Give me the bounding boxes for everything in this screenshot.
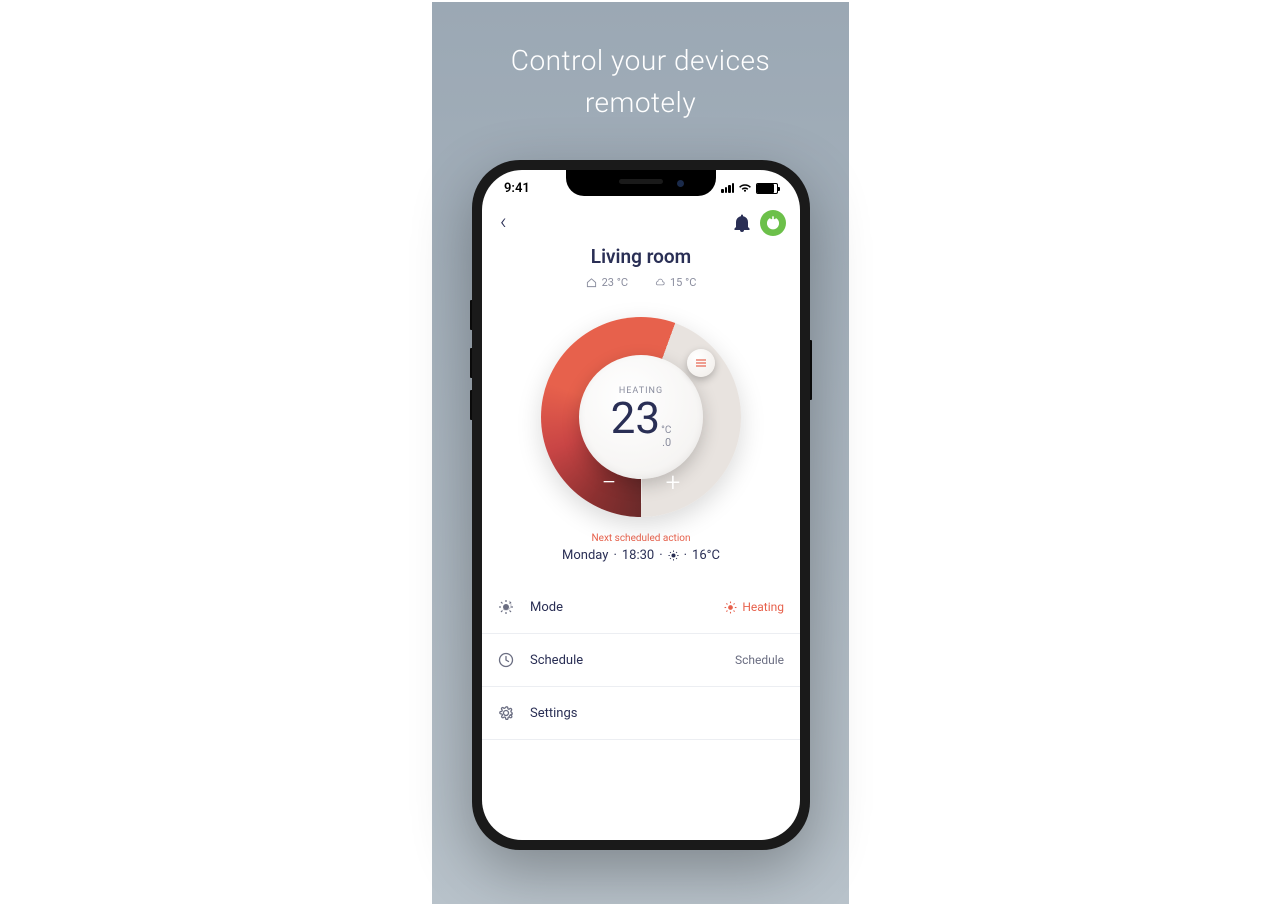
promo-title: Control your devices remotely: [432, 40, 849, 124]
dial-divider: [641, 477, 642, 503]
menu-mode-value-text: Heating: [742, 600, 784, 614]
thermostat-dial[interactable]: HEATING 23 °C .0 − +: [541, 317, 741, 517]
dial-temp-unit: °C: [661, 425, 671, 436]
app-screen: 9:41 ‹: [482, 170, 800, 840]
temp-increase-button[interactable]: +: [657, 467, 689, 499]
promo-title-line1: Control your devices: [511, 44, 770, 77]
menu-mode-value: Heating: [724, 600, 784, 614]
outdoor-temp: 15 °C: [654, 276, 696, 289]
signal-icon: [721, 183, 734, 193]
menu-schedule-label: Schedule: [530, 653, 735, 668]
header-actions: [734, 210, 786, 236]
sep: ·: [613, 548, 616, 563]
cloud-icon: [654, 277, 665, 288]
notifications-icon[interactable]: [734, 214, 750, 232]
menu-item-mode[interactable]: Mode Heating: [482, 581, 800, 634]
sep: ·: [659, 548, 662, 563]
heating-icon: [724, 601, 737, 614]
menu-item-settings[interactable]: Settings: [482, 687, 800, 740]
promo-title-line2: remotely: [585, 86, 696, 119]
next-action-day: Monday: [562, 548, 608, 563]
next-action-temp: 16°C: [692, 548, 720, 563]
house-icon: [586, 277, 597, 288]
gear-icon: [498, 705, 514, 721]
dial-center: HEATING 23 °C .0: [579, 355, 703, 479]
dial-temp-int: 23: [611, 396, 660, 440]
promo-panel: Control your devices remotely 9:41 ‹: [432, 2, 849, 904]
sun-icon: [668, 550, 679, 561]
wifi-icon: [738, 183, 752, 193]
room-title: Living room: [482, 245, 800, 268]
temp-summary: 23 °C 15 °C: [482, 276, 800, 289]
power-icon: [766, 216, 780, 230]
room-header: Living room 23 °C 15 °C: [482, 245, 800, 289]
next-action-detail: Monday · 18:30 · · 16°C: [482, 548, 800, 563]
back-button[interactable]: ‹: [496, 206, 511, 239]
indoor-temp-value: 23 °C: [602, 276, 628, 289]
status-indicators: [721, 183, 778, 194]
temp-decrease-button[interactable]: −: [593, 467, 625, 499]
status-time: 9:41: [504, 181, 530, 196]
next-action: Next scheduled action Monday · 18:30 · ·…: [482, 533, 800, 563]
menu-mode-label: Mode: [530, 600, 724, 615]
phone-notch: [566, 170, 716, 196]
menu-list: Mode Heating Schedule Schedule Settings: [482, 581, 800, 740]
outdoor-temp-value: 15 °C: [670, 276, 696, 289]
next-action-label: Next scheduled action: [482, 533, 800, 544]
dial-knob[interactable]: [687, 349, 715, 377]
menu-item-schedule[interactable]: Schedule Schedule: [482, 634, 800, 687]
dial-temp-display: 23 °C .0: [611, 396, 672, 449]
app-header: ‹: [482, 200, 800, 243]
battery-icon: [756, 183, 778, 194]
phone-mockup: 9:41 ‹: [472, 160, 810, 850]
menu-schedule-value: Schedule: [735, 653, 784, 667]
clock-icon: [498, 652, 514, 668]
power-button[interactable]: [760, 210, 786, 236]
dial-temp-decimal: .0: [662, 436, 671, 449]
phone-bezel: 9:41 ‹: [482, 170, 800, 840]
menu-settings-label: Settings: [530, 706, 784, 721]
next-action-time: 18:30: [622, 548, 654, 563]
sep: ·: [684, 548, 687, 563]
mode-icon: [498, 599, 514, 615]
indoor-temp: 23 °C: [586, 276, 628, 289]
